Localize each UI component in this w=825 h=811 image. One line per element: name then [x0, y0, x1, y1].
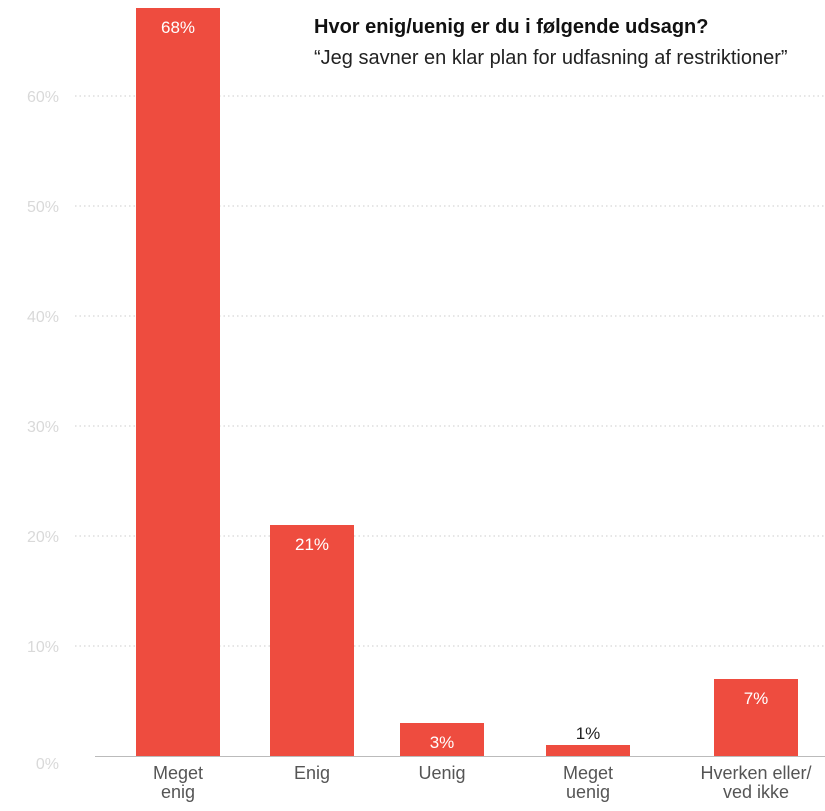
- bar-value-label: 7%: [744, 689, 769, 708]
- bar: [136, 8, 220, 756]
- chart-title-block: Hvor enig/uenig er du i følgende udsagn?…: [310, 6, 825, 78]
- y-tick-label: 50%: [27, 199, 59, 216]
- labels-layer: 68%Megetenig21%Enig3%Uenig1%Megetuenig7%…: [153, 18, 812, 802]
- title-background: [310, 6, 825, 78]
- x-category-label: Uenig: [418, 763, 465, 783]
- y-tick-label: 40%: [27, 309, 59, 326]
- x-category-label: Meget: [153, 763, 203, 783]
- y-tick-label: 60%: [27, 89, 59, 106]
- y-tick-label: 20%: [27, 529, 59, 546]
- bars-layer: [136, 8, 798, 756]
- chart-subtitle: “Jeg savner en klar plan for udfasning a…: [314, 47, 788, 69]
- grid-layer: 0% 10% 20% 30% 40% 50% 60%: [27, 89, 825, 773]
- bar-value-label: 3%: [430, 733, 455, 752]
- bar: [546, 745, 630, 756]
- y-tick-label: 10%: [27, 639, 59, 656]
- y-tick-label: 0%: [36, 756, 59, 773]
- bar: [714, 679, 798, 756]
- bar-value-label: 68%: [161, 18, 195, 37]
- chart-title: Hvor enig/uenig er du i følgende udsagn?: [314, 16, 708, 38]
- x-category-label: enig: [161, 782, 195, 802]
- x-category-label: Hverken eller/: [700, 763, 811, 783]
- bar: [270, 525, 354, 756]
- y-tick-label: 30%: [27, 419, 59, 436]
- bar: [400, 723, 484, 756]
- bar-value-label: 1%: [576, 724, 601, 743]
- x-category-label: ved ikke: [723, 782, 789, 802]
- x-category-label: uenig: [566, 782, 610, 802]
- x-category-label: Meget: [563, 763, 613, 783]
- x-category-label: Enig: [294, 763, 330, 783]
- bar-value-label: 21%: [295, 535, 329, 554]
